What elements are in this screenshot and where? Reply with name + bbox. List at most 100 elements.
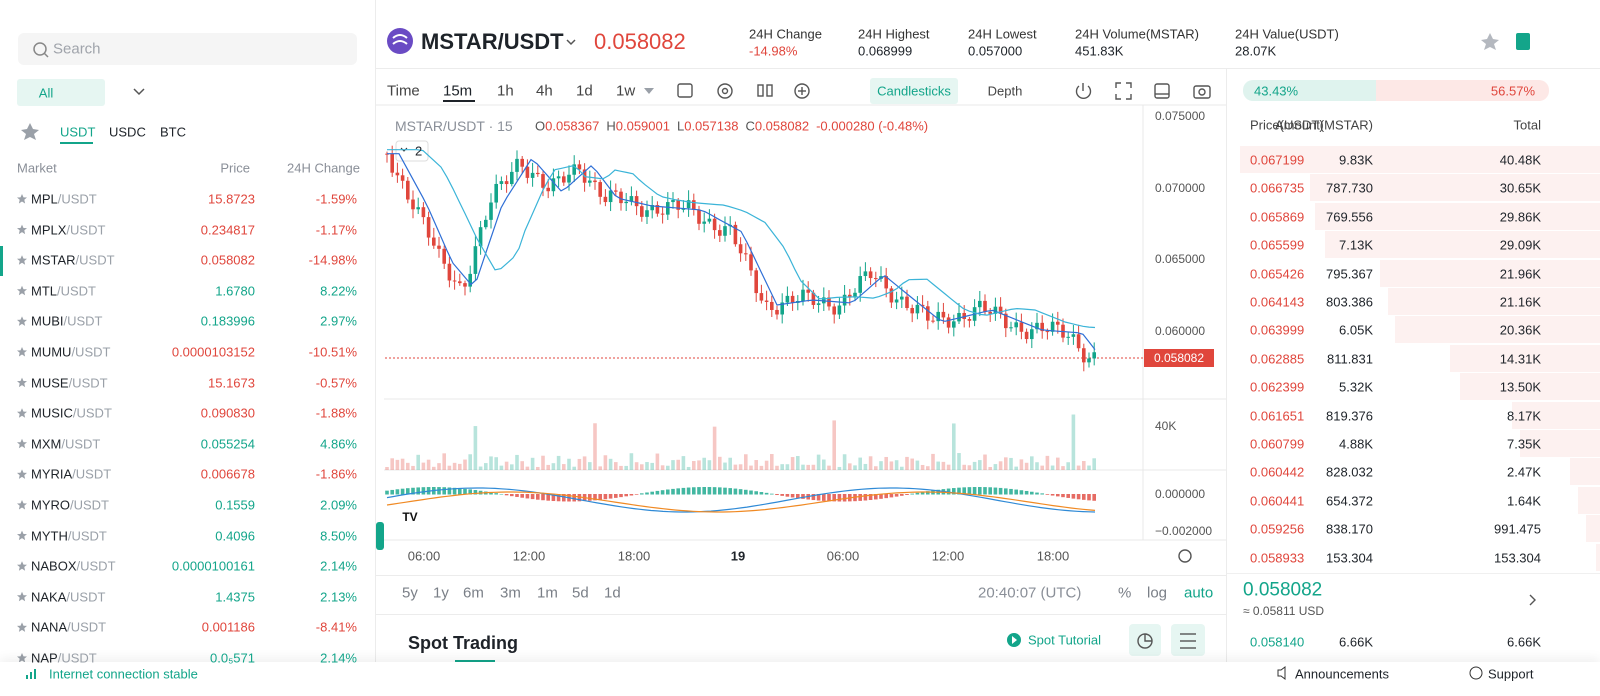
range-option[interactable]: 1m bbox=[537, 584, 558, 602]
favorite-star[interactable] bbox=[17, 194, 27, 204]
market-pair[interactable]: NAP/USDT bbox=[31, 652, 97, 665]
volume-bar bbox=[504, 461, 509, 470]
range-option[interactable]: 3m bbox=[500, 584, 521, 602]
scale-option[interactable]: auto bbox=[1184, 584, 1214, 602]
market-pair[interactable]: MXM/USDT bbox=[31, 437, 100, 450]
favorite-star[interactable] bbox=[17, 469, 27, 479]
pair-dropdown[interactable] bbox=[566, 39, 576, 46]
macd-bar bbox=[822, 494, 826, 501]
ask-price[interactable]: 0.061651 bbox=[1250, 408, 1305, 424]
favorite-star[interactable] bbox=[17, 408, 27, 418]
volume-bar bbox=[920, 464, 925, 470]
market-pair[interactable]: MUMU/USDT bbox=[31, 346, 110, 359]
ask-price[interactable]: 0.066735 bbox=[1250, 180, 1305, 196]
column-header[interactable]: Price bbox=[220, 160, 250, 176]
ask-price[interactable]: 0.059256 bbox=[1250, 521, 1305, 537]
market-pair[interactable]: MUSE/USDT bbox=[31, 376, 108, 389]
favorite-star[interactable] bbox=[17, 438, 27, 449]
pair-title[interactable]: MSTAR/USDT bbox=[421, 29, 564, 54]
favorite-star[interactable] bbox=[17, 255, 27, 265]
settings-button[interactable] bbox=[1171, 624, 1205, 656]
interval-dropdown[interactable] bbox=[644, 88, 654, 94]
market-pair[interactable]: MYRO/USDT bbox=[31, 499, 109, 512]
ask-price[interactable]: 0.064143 bbox=[1250, 294, 1305, 310]
market-pair[interactable]: MPL/USDT bbox=[31, 193, 97, 206]
scale-option[interactable]: log bbox=[1147, 584, 1168, 602]
favorite-star[interactable] bbox=[17, 285, 27, 296]
ask-price[interactable]: 0.065599 bbox=[1250, 237, 1305, 253]
market-pair[interactable]: MYRIA/USDT bbox=[31, 468, 111, 481]
favorite-star[interactable] bbox=[17, 561, 27, 571]
ask-price[interactable]: 0.060799 bbox=[1250, 436, 1305, 452]
favorite-star[interactable] bbox=[17, 653, 27, 663]
favorite-icon[interactable] bbox=[21, 123, 39, 140]
ask-price[interactable]: 0.062399 bbox=[1250, 379, 1305, 395]
market-price: 0.006678 bbox=[200, 466, 255, 482]
favorite-star[interactable] bbox=[17, 316, 27, 326]
market-tab[interactable]: BTC bbox=[160, 124, 186, 140]
range-option[interactable]: 1y bbox=[433, 584, 449, 602]
search-box[interactable] bbox=[18, 33, 357, 65]
favorite-star[interactable] bbox=[17, 622, 27, 632]
market-pair[interactable]: MYTH/USDT bbox=[31, 529, 107, 542]
market-pair[interactable]: MUSIC/USDT bbox=[31, 407, 112, 420]
ask-price[interactable]: 0.060442 bbox=[1250, 464, 1305, 480]
footer-link[interactable]: Announcements bbox=[1295, 666, 1389, 682]
volume-bar bbox=[556, 455, 561, 470]
interval[interactable]: 1w bbox=[616, 82, 636, 100]
market-tab[interactable]: USDC bbox=[109, 124, 146, 140]
candle-body bbox=[941, 311, 946, 318]
favorite-star[interactable] bbox=[17, 347, 27, 357]
favorite-star[interactable] bbox=[17, 377, 27, 388]
ask-price[interactable]: 0.060441 bbox=[1250, 493, 1305, 509]
column-header[interactable]: Market bbox=[17, 160, 57, 176]
column-header[interactable]: 24H Change bbox=[287, 160, 360, 176]
tutorial-link[interactable]: Spot Tutorial bbox=[1028, 632, 1101, 648]
bid-price[interactable]: 0.058140 bbox=[1250, 634, 1305, 650]
toolbar-icons[interactable] bbox=[677, 82, 1536, 649]
favorite-icon[interactable] bbox=[1481, 33, 1499, 50]
interval[interactable]: 1d bbox=[576, 82, 593, 100]
market-pair[interactable]: MPLX/USDT bbox=[31, 223, 105, 236]
macd-bar bbox=[416, 487, 420, 495]
interval[interactable]: 1h bbox=[497, 82, 514, 100]
footer-link[interactable]: Support bbox=[1488, 666, 1534, 682]
favorite-star[interactable] bbox=[17, 530, 27, 541]
range-option[interactable]: 5y bbox=[402, 584, 418, 602]
scale-option[interactable]: % bbox=[1118, 584, 1132, 602]
range-option[interactable]: 6m bbox=[463, 584, 484, 602]
market-pair[interactable]: MUBI/USDT bbox=[31, 315, 103, 328]
market-pair[interactable]: NABOX/USDT bbox=[31, 560, 116, 573]
view-option[interactable]: Depth bbox=[987, 83, 1023, 99]
macd-bar bbox=[707, 487, 712, 495]
ask-price[interactable]: 0.065426 bbox=[1250, 266, 1305, 282]
view-option[interactable]: Candlesticks bbox=[877, 83, 951, 99]
ask-price[interactable]: 0.065869 bbox=[1250, 209, 1305, 225]
interval[interactable]: 15m bbox=[443, 82, 473, 100]
favorite-star[interactable] bbox=[17, 500, 27, 510]
favorite-star[interactable] bbox=[17, 591, 27, 602]
ask-price[interactable]: 0.067199 bbox=[1250, 152, 1305, 168]
interval[interactable]: 4h bbox=[536, 82, 553, 100]
range-option[interactable]: 5d bbox=[572, 584, 589, 602]
view-active[interactable] bbox=[870, 78, 958, 104]
ask-price[interactable]: 0.063999 bbox=[1250, 322, 1305, 338]
indicator-count[interactable]: 2 bbox=[415, 143, 423, 159]
market-pair[interactable]: NANA/USDT bbox=[31, 621, 106, 634]
favorite-star[interactable] bbox=[17, 224, 27, 235]
interval[interactable]: Time bbox=[387, 82, 420, 100]
macd-bar bbox=[889, 494, 894, 498]
book-icon[interactable] bbox=[1516, 33, 1530, 50]
panel-toggle[interactable] bbox=[376, 522, 384, 550]
pair-quote: /USDT bbox=[76, 558, 116, 574]
market-tab[interactable]: USDT bbox=[60, 124, 96, 140]
filter-label[interactable]: All bbox=[38, 85, 54, 101]
ask-price[interactable]: 0.062885 bbox=[1250, 351, 1305, 367]
ask-price[interactable]: 0.058933 bbox=[1250, 550, 1305, 566]
market-pair[interactable]: NAKA/USDT bbox=[31, 590, 105, 603]
indicator-toggle[interactable] bbox=[395, 140, 429, 162]
market-pair[interactable]: MSTAR/USDT bbox=[31, 254, 115, 267]
market-pair[interactable]: MTL/USDT bbox=[31, 284, 96, 297]
range-option[interactable]: 1d bbox=[604, 584, 621, 602]
search-placeholder[interactable]: Search bbox=[53, 40, 101, 58]
